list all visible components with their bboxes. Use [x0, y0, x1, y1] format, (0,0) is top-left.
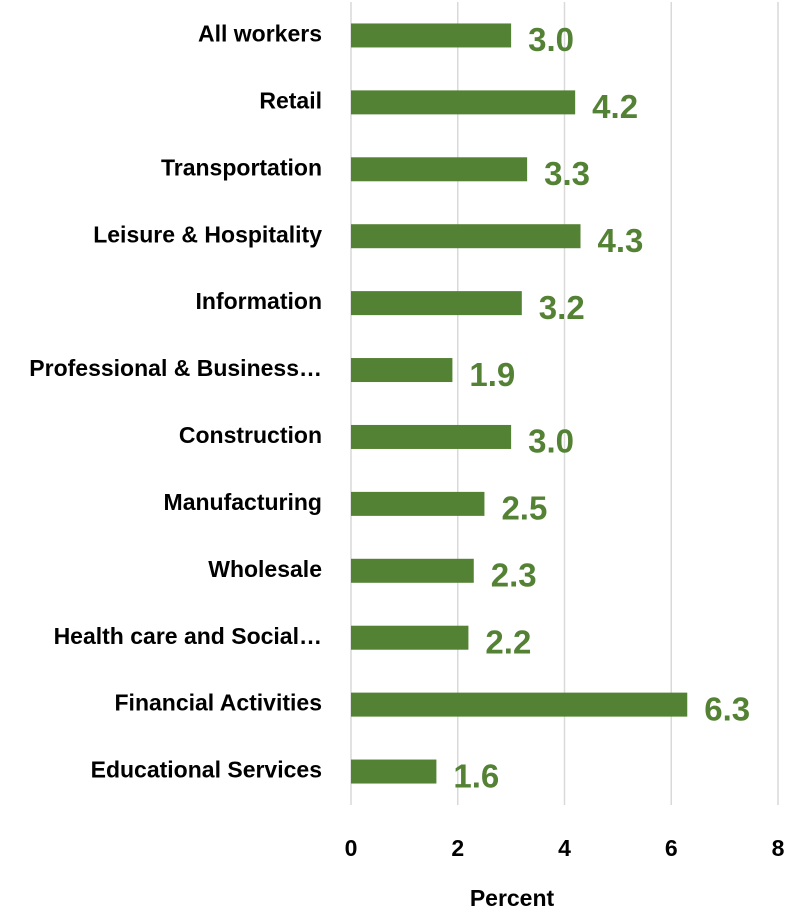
- y-tick-label: Leisure & Hospitality: [93, 221, 322, 247]
- data-label: 1.9: [469, 356, 515, 393]
- data-label: 2.5: [501, 490, 547, 527]
- y-tick-label: Transportation: [161, 154, 322, 180]
- bar: [351, 224, 581, 249]
- bar: [351, 692, 688, 717]
- y-tick-label: Financial Activities: [115, 690, 323, 716]
- data-label: 2.3: [491, 557, 537, 594]
- bar: [351, 157, 528, 182]
- x-axis-title: Percent: [470, 885, 555, 911]
- y-tick-label: Retail: [259, 87, 322, 113]
- data-label: 3.3: [544, 155, 590, 192]
- bar: [351, 90, 576, 115]
- y-tick-label: Construction: [179, 422, 322, 448]
- x-tick-label: 2: [451, 835, 464, 861]
- y-tick-label: Educational Services: [91, 757, 322, 783]
- bar: [351, 558, 474, 583]
- data-label: 3.2: [539, 289, 585, 326]
- data-label: 3.0: [528, 21, 574, 58]
- x-tick-label: 0: [345, 835, 358, 861]
- y-tick-label: Health care and Social…: [54, 623, 322, 649]
- y-tick-label: Manufacturing: [164, 489, 322, 515]
- bar: [351, 358, 453, 383]
- x-tick-label: 4: [558, 835, 571, 861]
- bar: [351, 291, 522, 316]
- y-tick-label: All workers: [198, 21, 322, 47]
- data-label: 4.3: [598, 222, 644, 259]
- data-label: 2.2: [485, 623, 531, 660]
- x-tick-label: 8: [772, 835, 785, 861]
- data-label: 6.3: [704, 690, 750, 727]
- data-label: 3.0: [528, 423, 574, 460]
- bar: [351, 23, 512, 48]
- bar: [351, 759, 437, 784]
- y-tick-label: Wholesale: [208, 556, 322, 582]
- bar: [351, 424, 512, 449]
- data-label: 1.6: [453, 757, 499, 794]
- y-tick-label: Professional & Business…: [29, 355, 322, 381]
- bar: [351, 491, 485, 516]
- x-tick-label: 6: [665, 835, 678, 861]
- bar: [351, 625, 469, 650]
- y-tick-label: Information: [196, 288, 323, 314]
- data-label: 4.2: [592, 88, 638, 125]
